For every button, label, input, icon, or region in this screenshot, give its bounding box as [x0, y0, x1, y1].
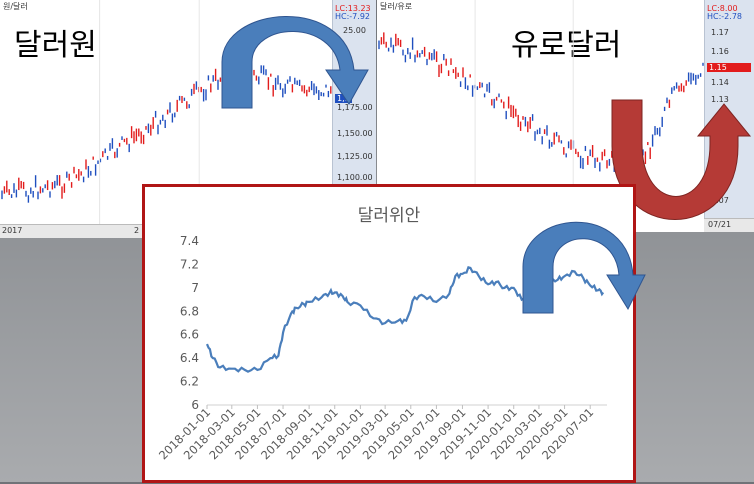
krw-price-box: 1,1 [335, 94, 352, 103]
krw-lc-value: LC:13.23 [335, 4, 371, 13]
chart-title: 달러위안 [358, 206, 421, 226]
y-tick-label: 6.8 [180, 304, 199, 318]
krw-hc-value: HC:-7.92 [335, 12, 370, 21]
krw-tick: 1,100.00 [337, 173, 373, 182]
y-tick-label: 6.6 [180, 328, 199, 342]
y-tick-label: 6.4 [180, 351, 199, 365]
eur-label: 유로달러 [511, 28, 622, 63]
eur-price-box: 1.15 [707, 63, 751, 72]
eur-lc-value: LC:8.00 [707, 4, 738, 13]
y-tick-label: 7 [191, 281, 199, 295]
krw-tick: 1,150.00 [337, 129, 373, 138]
y-tick-label: 7.4 [180, 234, 199, 248]
eur-tick: 1.14 [711, 78, 729, 87]
krw-tick: 1,175.00 [337, 103, 373, 112]
eur-panel-header: 달러/유로 [380, 2, 413, 11]
krw-panel-header: 원/달러 [3, 2, 28, 11]
cny-chart-svg: 달러위안 7.47.276.86.66.46.26 2018-01-012018… [156, 206, 607, 462]
krw-label: 달러원 [14, 28, 97, 63]
eur-hc-value: HC:-2.78 [707, 12, 742, 21]
curved-arrow-red-up [611, 99, 752, 220]
krw-date-left: 2017 [2, 226, 23, 235]
y-tick-label: 6.2 [180, 375, 199, 389]
eur-tick: 1.16 [711, 47, 729, 56]
eur-date-right: 07/21 [708, 220, 732, 229]
eur-candles [378, 0, 704, 220]
eur-date-axis: 07/21 [704, 218, 754, 232]
curved-arrow-blue [221, 16, 369, 109]
cny-line-chart: 달러위안 7.4 7.2 7 6.8 6.6 6.4 6.2 6 2018-01-01 2018… [142, 184, 646, 483]
eur-tick: 1.17 [711, 28, 729, 37]
krw-date-right: 2 [134, 226, 140, 235]
eur-tick: 1.13 [711, 95, 729, 104]
krw-tick: 25.00 [343, 26, 366, 35]
curved-arrow-blue [522, 221, 646, 314]
y-tick-label: 6 [191, 398, 199, 412]
eur-tick: 1.07 [711, 196, 729, 205]
y-tick-label: 7.2 [180, 257, 199, 271]
krw-tick: 1,125.00 [337, 152, 373, 161]
